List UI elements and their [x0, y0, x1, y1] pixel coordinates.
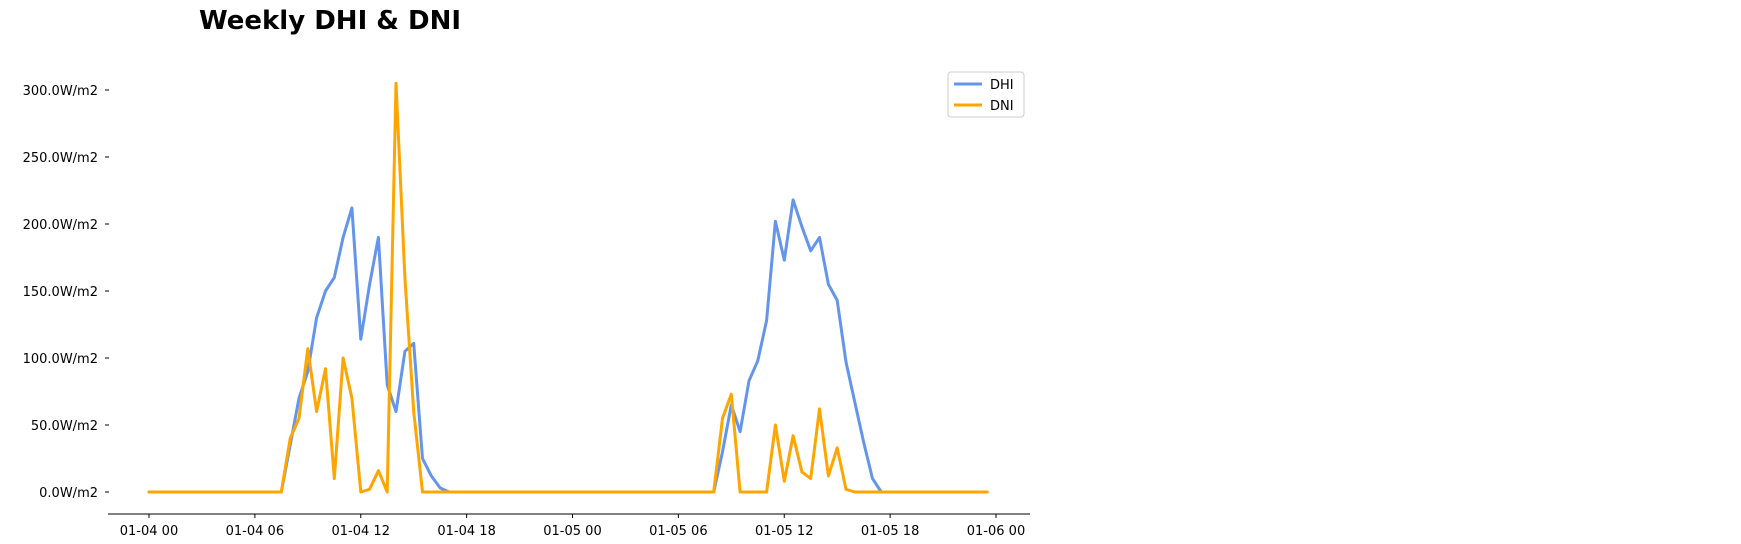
- y-tick-label: 150.0W/m2: [23, 285, 98, 300]
- series-line-dhi: [147, 198, 989, 494]
- series-lines: [147, 81, 989, 494]
- y-tick-label: 50.0W/m2: [31, 419, 98, 434]
- chart-title: Weekly DHI & DNI: [199, 6, 462, 36]
- x-tick-label: 01-05 00: [543, 524, 601, 539]
- y-tick-label: 100.0W/m2: [23, 352, 98, 367]
- y-tick-label: 0.0W/m2: [39, 486, 98, 501]
- axes: 0.0W/m2 50.0W/m2 100.0W/m2 150.0W/m2 200.0W/…: [23, 84, 1030, 539]
- legend: DHI DNI: [947, 71, 1025, 118]
- legend-label-dni: DNI: [990, 99, 1014, 114]
- series-line-dni: [147, 81, 989, 494]
- x-tick-label: 01-04 18: [437, 524, 495, 539]
- x-tick-label: 01-05 06: [649, 524, 707, 539]
- x-tick-label: 01-04 00: [120, 524, 178, 539]
- y-tick-label: 300.0W/m2: [23, 84, 98, 99]
- x-tick-label: 01-04 12: [332, 524, 390, 539]
- y-tick-label: 200.0W/m2: [23, 218, 98, 233]
- x-tick-label: 01-06 00: [967, 524, 1025, 539]
- y-tick-label: 250.0W/m2: [23, 151, 98, 166]
- x-tick-label: 01-05 18: [861, 524, 919, 539]
- x-tick-label: 01-05 12: [755, 524, 813, 539]
- x-tick-label: 01-04 06: [226, 524, 284, 539]
- legend-label-dhi: DHI: [990, 78, 1014, 93]
